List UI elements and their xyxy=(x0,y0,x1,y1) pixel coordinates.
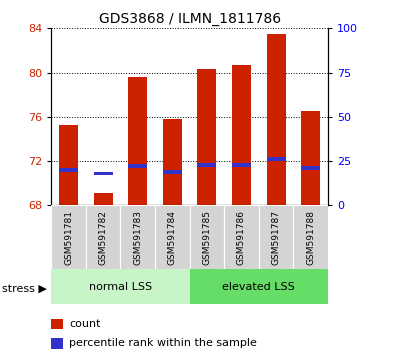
Bar xyxy=(51,205,86,269)
Text: percentile rank within the sample: percentile rank within the sample xyxy=(69,338,257,348)
Bar xyxy=(94,193,113,205)
Bar xyxy=(190,269,328,304)
Bar xyxy=(232,163,251,166)
Bar xyxy=(128,165,147,168)
Text: GSM591781: GSM591781 xyxy=(64,210,73,265)
Text: normal LSS: normal LSS xyxy=(89,282,152,292)
Bar xyxy=(267,158,286,161)
Bar xyxy=(59,168,78,172)
Text: stress ▶: stress ▶ xyxy=(2,284,47,293)
Bar xyxy=(301,111,320,205)
Bar xyxy=(198,163,216,166)
Text: GSM591782: GSM591782 xyxy=(99,210,108,265)
Bar xyxy=(232,65,251,205)
Bar xyxy=(293,205,328,269)
Bar xyxy=(163,119,182,205)
Bar xyxy=(120,205,155,269)
Bar xyxy=(51,269,190,304)
Text: elevated LSS: elevated LSS xyxy=(222,282,295,292)
Bar xyxy=(59,125,78,205)
Title: GDS3868 / ILMN_1811786: GDS3868 / ILMN_1811786 xyxy=(98,12,281,26)
Bar xyxy=(259,205,293,269)
Text: count: count xyxy=(69,319,101,329)
Text: GSM591788: GSM591788 xyxy=(306,210,315,265)
Text: GSM591787: GSM591787 xyxy=(271,210,280,265)
Text: GSM591785: GSM591785 xyxy=(202,210,211,265)
Text: GSM591783: GSM591783 xyxy=(133,210,142,265)
Text: GSM591784: GSM591784 xyxy=(168,210,177,265)
Text: GSM591786: GSM591786 xyxy=(237,210,246,265)
Bar xyxy=(301,166,320,170)
Bar xyxy=(190,205,224,269)
Bar xyxy=(198,69,216,205)
Bar xyxy=(94,172,113,175)
Bar xyxy=(267,34,286,205)
Bar xyxy=(86,205,120,269)
Bar xyxy=(224,205,259,269)
Bar xyxy=(155,205,190,269)
Bar xyxy=(163,170,182,173)
Bar xyxy=(128,77,147,205)
